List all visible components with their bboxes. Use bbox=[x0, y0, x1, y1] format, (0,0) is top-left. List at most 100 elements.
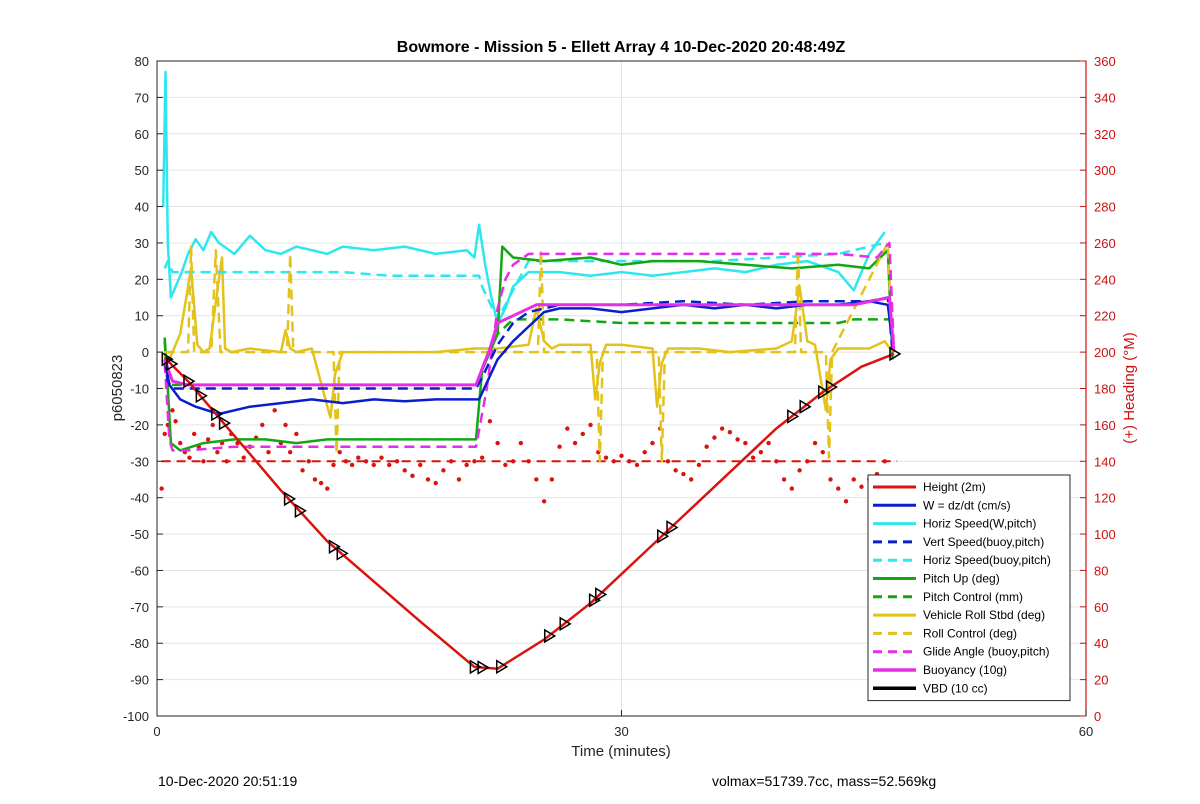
heading-point bbox=[337, 449, 342, 455]
heading-point bbox=[588, 422, 593, 428]
heading-point bbox=[704, 444, 709, 449]
heading-point bbox=[735, 437, 740, 442]
heading-point bbox=[356, 455, 361, 460]
height-marker bbox=[825, 379, 838, 395]
y-tick-label: 0 bbox=[142, 345, 149, 360]
heading-point bbox=[836, 486, 841, 491]
height-marker bbox=[799, 399, 812, 415]
heading-point bbox=[402, 468, 407, 473]
heading-point bbox=[363, 459, 369, 464]
heading-point bbox=[688, 477, 694, 482]
y2-tick-label: 180 bbox=[1094, 382, 1116, 397]
height-marker bbox=[283, 491, 297, 507]
heading-point bbox=[433, 480, 438, 486]
heading-point bbox=[170, 408, 175, 413]
legend-box bbox=[867, 474, 1071, 702]
heading-point bbox=[642, 449, 647, 455]
heading-point bbox=[201, 459, 206, 464]
left-axis: -100-90-80-70-60-50-40-30-20-10010203040… bbox=[123, 54, 163, 724]
y-tick-label: -80 bbox=[130, 636, 149, 651]
heading-point bbox=[851, 477, 856, 482]
heading-point bbox=[495, 440, 500, 446]
y-tick-label: 70 bbox=[135, 90, 149, 105]
heading-point bbox=[349, 462, 355, 468]
heading-point bbox=[634, 462, 640, 468]
heading-point bbox=[774, 459, 779, 464]
heading-point bbox=[287, 449, 293, 455]
y2-axis-label: (+) Heading (°M) bbox=[1121, 332, 1138, 443]
y-tick-label: 30 bbox=[135, 236, 149, 251]
heading-point bbox=[843, 499, 849, 504]
y-axis-label: p6050823 bbox=[109, 355, 126, 422]
heading-point bbox=[260, 422, 265, 428]
y-tick-label: -90 bbox=[130, 673, 149, 688]
y-tick-label: -50 bbox=[130, 527, 149, 542]
x-tick-label: 60 bbox=[1079, 724, 1093, 739]
heading-point bbox=[812, 440, 818, 446]
y2-tick-label: 360 bbox=[1094, 54, 1116, 69]
heading-point bbox=[534, 477, 539, 482]
y-tick-label: -30 bbox=[130, 454, 149, 469]
heading-point bbox=[318, 480, 324, 486]
heading-point bbox=[456, 477, 462, 482]
legend-label: Vehicle Roll Stbd (deg) bbox=[923, 608, 1045, 622]
y-tick-label: -20 bbox=[130, 418, 149, 433]
heading-point bbox=[750, 455, 756, 460]
legend-label: Horiz Speed(W,pitch) bbox=[923, 517, 1036, 531]
heading-point bbox=[306, 459, 311, 464]
heading-point bbox=[371, 462, 376, 468]
y2-tick-label: 0 bbox=[1094, 709, 1101, 724]
y2-tick-label: 120 bbox=[1094, 491, 1116, 506]
heading-point bbox=[565, 426, 570, 431]
y2-tick-label: 320 bbox=[1094, 127, 1116, 142]
heading-point bbox=[487, 419, 493, 424]
x-tick-label: 30 bbox=[614, 724, 628, 739]
y2-tick-label: 240 bbox=[1094, 272, 1116, 287]
series-line-1 bbox=[163, 299, 896, 416]
height-marker bbox=[336, 546, 349, 561]
height-marker bbox=[477, 660, 490, 675]
heading-point bbox=[712, 435, 717, 440]
footer-timestamp: 10-Dec-2020 20:51:19 bbox=[158, 773, 298, 789]
heading-point bbox=[719, 426, 725, 431]
y-tick-label: 10 bbox=[135, 309, 149, 324]
x-axis: 0 30 60 bbox=[153, 710, 1093, 739]
series-line-3 bbox=[163, 296, 894, 390]
heading-point bbox=[312, 477, 318, 482]
heading-point bbox=[603, 455, 609, 460]
footer-summary: volmax=51739.7cc, mass=52.569kg bbox=[712, 773, 937, 789]
series-line-8 bbox=[164, 241, 894, 463]
heading-point bbox=[518, 440, 524, 446]
heading-point bbox=[472, 459, 477, 464]
y2-tick-label: 200 bbox=[1094, 345, 1116, 360]
heading-point bbox=[379, 455, 384, 460]
heading-point bbox=[820, 449, 825, 455]
heading-point bbox=[541, 499, 547, 504]
heading-point bbox=[159, 486, 164, 491]
heading-point bbox=[549, 477, 555, 482]
heading-point bbox=[425, 477, 431, 482]
heading-point bbox=[665, 459, 671, 464]
legend-label: Height (2m) bbox=[923, 480, 986, 494]
heading-point bbox=[766, 440, 771, 446]
heading-point bbox=[650, 440, 655, 446]
series-line-7 bbox=[163, 256, 894, 419]
height-marker bbox=[787, 409, 800, 424]
y2-tick-label: 40 bbox=[1094, 636, 1108, 651]
series-lines bbox=[161, 70, 896, 670]
heading-point bbox=[619, 453, 624, 459]
heading-point bbox=[241, 455, 246, 460]
y2-tick-label: 60 bbox=[1094, 600, 1108, 615]
heading-point bbox=[387, 462, 392, 468]
height-marker bbox=[211, 406, 224, 422]
height-marker bbox=[889, 346, 902, 362]
heading-point bbox=[743, 440, 748, 446]
x-axis-label: Time (minutes) bbox=[571, 743, 670, 760]
y2-tick-label: 220 bbox=[1094, 309, 1116, 324]
chart-title: Bowmore - Mission 5 - Ellett Array 4 10-… bbox=[397, 39, 846, 56]
height-marker bbox=[559, 616, 572, 632]
y-tick-label: -10 bbox=[130, 382, 149, 397]
legend-label: Pitch Control (mm) bbox=[923, 590, 1023, 604]
heading-point bbox=[294, 431, 299, 437]
